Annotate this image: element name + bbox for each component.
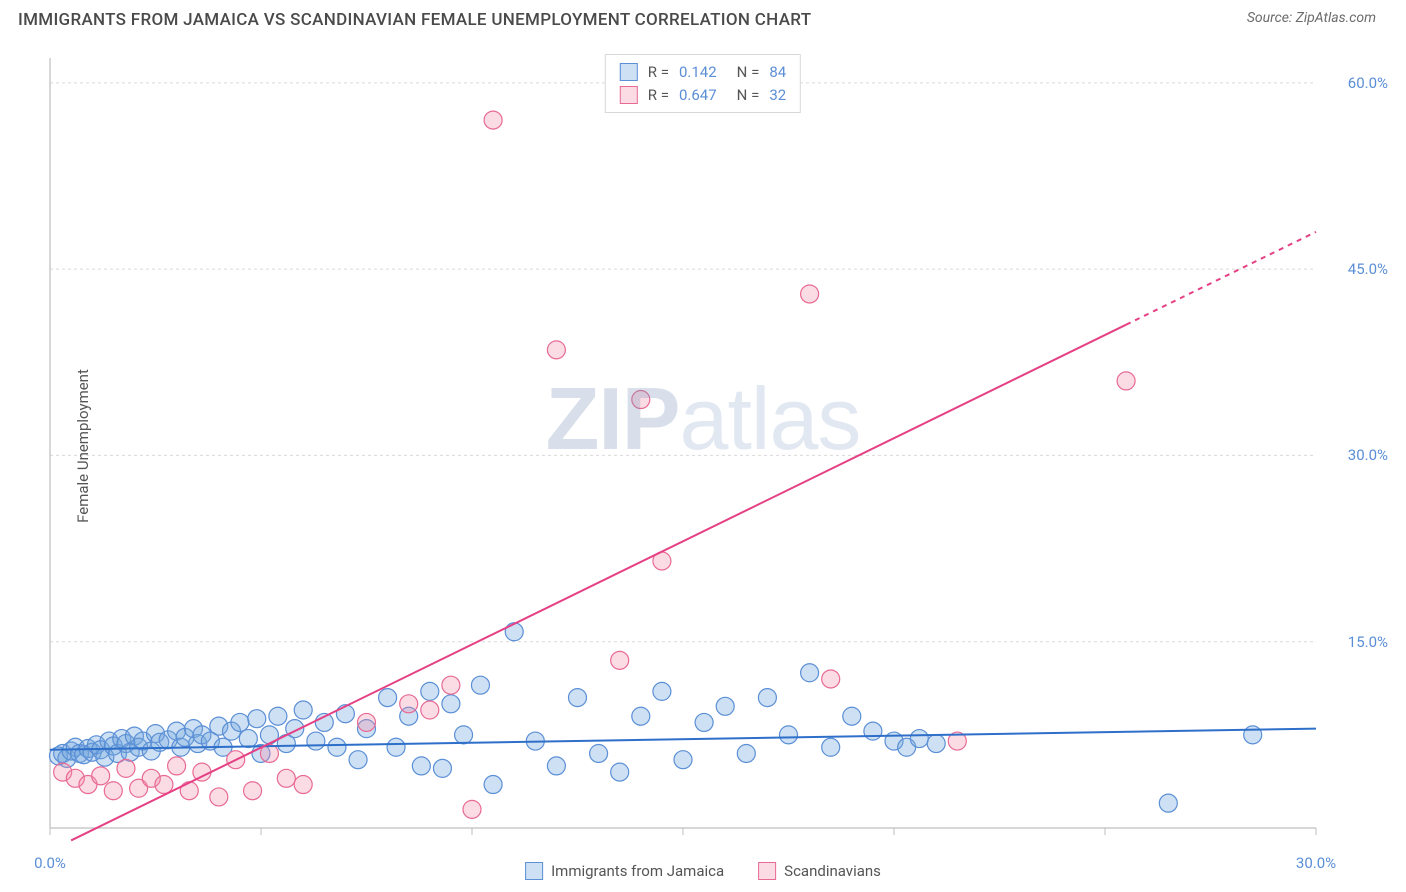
x-tick-label: 0.0% [34,854,66,872]
scatter-chart [0,0,1406,892]
y-tick-label: 15.0% [1348,633,1388,651]
y-tick-label: 60.0% [1348,74,1388,92]
y-tick-label: 30.0% [1348,446,1388,464]
correlation-legend: R =0.142N =84R =0.647N =32 [605,54,801,113]
legend-row-jamaica: R =0.142N =84 [620,61,786,84]
y-tick-label: 45.0% [1348,260,1388,278]
chart-container: Female Unemployment ZIPatlas R =0.142N =… [0,0,1406,892]
x-tick-label: 30.0% [1296,854,1336,872]
legend-row-scandinavian: R =0.647N =32 [620,84,786,107]
y-axis-label: Female Unemployment [74,369,92,523]
